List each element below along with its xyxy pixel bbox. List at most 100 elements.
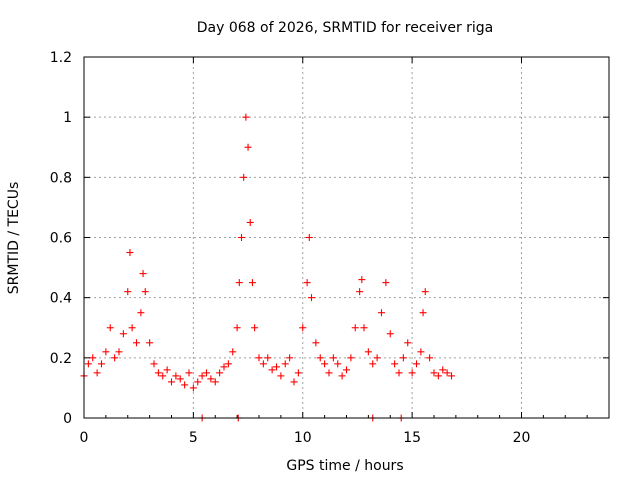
y-tick-label: 1.2 [50, 50, 72, 66]
data-point [325, 369, 333, 377]
data-point [303, 279, 311, 287]
data-point [430, 369, 438, 377]
data-point [84, 360, 92, 368]
data-point [426, 354, 434, 362]
data-point [220, 363, 228, 371]
data-point [358, 276, 366, 284]
data-point [224, 360, 232, 368]
data-point [308, 294, 315, 302]
data-point [246, 218, 254, 226]
data-point [360, 324, 368, 332]
x-tick-label: 15 [403, 430, 421, 446]
data-point [448, 372, 455, 380]
data-point [347, 354, 355, 362]
data-point [194, 378, 202, 386]
y-tick-label: 1 [63, 110, 72, 126]
data-point [329, 354, 337, 362]
data-point [242, 113, 250, 121]
grid-lines [84, 57, 609, 418]
data-point [98, 360, 105, 368]
data-point [343, 366, 350, 374]
tick-labels: 0 0.2 0.4 0.6 0.8 1 1.2 0 5 10 15 20 [50, 50, 531, 446]
data-point [399, 354, 407, 362]
data-point [290, 378, 298, 386]
y-tick-label: 0.2 [50, 351, 72, 367]
data-point [146, 339, 154, 347]
data-point [119, 330, 127, 338]
data-point [150, 360, 158, 368]
data-point [207, 375, 215, 383]
y-tick-label: 0.8 [50, 170, 72, 186]
data-point [154, 369, 162, 377]
data-point [185, 369, 193, 377]
data-point [89, 354, 97, 362]
data-point [139, 270, 147, 278]
data-point [216, 369, 224, 377]
data-point [277, 372, 285, 380]
data-point [408, 369, 416, 377]
x-tick-label: 20 [513, 430, 531, 446]
data-point [172, 372, 180, 380]
y-axis-label: SRMTID / TECUs [6, 182, 22, 295]
data-point [419, 309, 427, 317]
data-point [434, 372, 442, 380]
data-point [189, 384, 197, 392]
data-point [176, 375, 184, 383]
x-axis-label: GPS time / hours [286, 458, 403, 474]
data-point [294, 369, 302, 377]
data-point [248, 279, 256, 287]
y-tick-label: 0 [63, 411, 72, 427]
data-point [233, 324, 241, 332]
data-point [417, 348, 425, 356]
data-point [126, 249, 134, 257]
data-point [133, 339, 140, 347]
x-tick-label: 10 [294, 430, 312, 446]
data-point [305, 234, 313, 241]
data-point [378, 309, 385, 317]
data-point [391, 360, 399, 368]
data-point [281, 360, 289, 368]
data-points [80, 113, 455, 422]
data-point [159, 372, 167, 380]
data-point [163, 366, 171, 374]
x-tick-label: 5 [189, 430, 198, 446]
data-point [369, 360, 377, 368]
data-point [211, 378, 219, 386]
data-point [299, 324, 307, 332]
data-point [124, 288, 132, 296]
data-point [413, 360, 420, 368]
data-point [244, 143, 252, 151]
data-point [312, 339, 320, 347]
data-point [203, 369, 210, 377]
axis-ticks [83, 56, 609, 419]
data-point [251, 324, 259, 332]
chart-title: Day 068 of 2026, SRMTID for receiver rig… [197, 20, 494, 36]
data-point [338, 372, 346, 380]
data-point [316, 354, 324, 362]
data-point [273, 363, 280, 371]
data-point [264, 354, 272, 362]
data-point [181, 381, 189, 389]
data-point [373, 354, 381, 362]
data-point [115, 348, 123, 356]
data-point [259, 360, 267, 368]
data-point [168, 378, 175, 386]
data-point [356, 288, 364, 296]
data-point [364, 348, 372, 356]
data-point [141, 288, 149, 296]
data-point [443, 369, 451, 377]
x-tick-label: 0 [80, 430, 89, 446]
data-point [286, 354, 294, 362]
y-tick-label: 0.6 [50, 231, 72, 247]
data-point [93, 369, 101, 377]
data-point [404, 339, 412, 347]
data-point [106, 324, 114, 332]
data-point [238, 234, 245, 241]
data-point [240, 173, 248, 181]
data-point [235, 279, 243, 287]
y-tick-label: 0.4 [50, 291, 72, 307]
data-point [395, 369, 403, 377]
data-point [386, 330, 394, 338]
data-point [111, 354, 119, 362]
